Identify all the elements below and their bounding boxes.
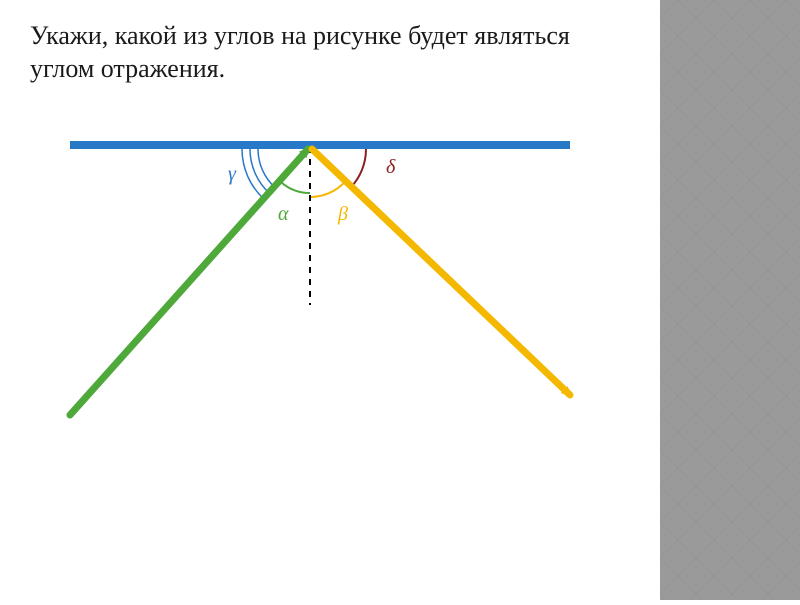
svg-text:α: α — [278, 203, 289, 225]
sidebar-pattern — [660, 0, 800, 600]
svg-text:δ: δ — [386, 156, 396, 178]
diagram-svg: γ α β δ — [30, 115, 590, 515]
svg-text:γ: γ — [228, 163, 237, 185]
question-text: Укажи, какой из углов на рисунке будет я… — [30, 20, 630, 85]
svg-text:β: β — [337, 203, 348, 225]
diamond-pattern — [660, 0, 800, 600]
ray-diagram: γ α β δ — [30, 115, 590, 515]
content-area: Укажи, какой из углов на рисунке будет я… — [0, 0, 660, 600]
